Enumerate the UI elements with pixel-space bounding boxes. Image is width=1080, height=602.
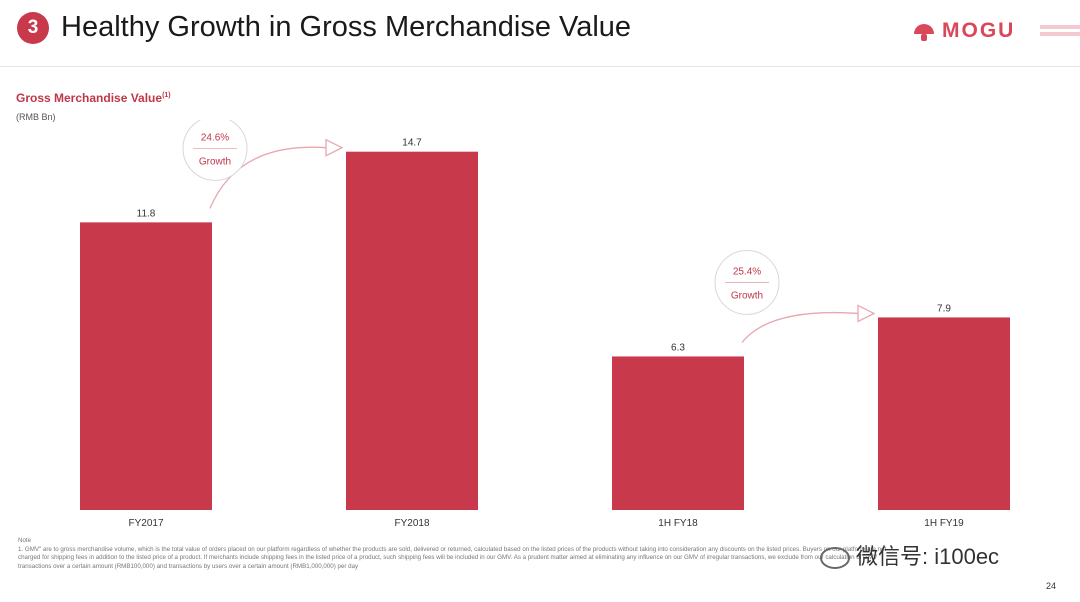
data-label: 7.9 xyxy=(937,303,951,314)
growth-label: Growth xyxy=(731,290,763,301)
footnotes-text: 1. GMV" are to gross merchandise volume,… xyxy=(18,545,887,570)
bar-fy2017 xyxy=(80,222,212,510)
wechat-icon xyxy=(820,547,850,570)
growth-circle xyxy=(182,120,248,181)
slide-header: 3 Healthy Growth in Gross Merchandise Va… xyxy=(0,0,1080,67)
section-number-badge: 3 xyxy=(17,12,49,44)
growth-arrow xyxy=(209,146,327,209)
growth-label: Growth xyxy=(199,156,231,167)
footnotes-heading: Note xyxy=(18,537,32,544)
page-number: 24 xyxy=(1046,581,1057,591)
growth-value: 24.6% xyxy=(201,132,229,143)
data-label: 14.7 xyxy=(402,138,422,149)
gmv-bar-chart: 11.8 FY2017 14.7 FY2018 6.3 1H FY18 7.9 1H FY19… xyxy=(80,120,1010,529)
logo-text: MOGU xyxy=(942,19,1016,42)
category-label: FY2018 xyxy=(394,518,429,529)
growth-value: 25.4% xyxy=(733,266,761,277)
wechat-watermark: 微信号: i100ec xyxy=(820,539,999,571)
data-label: 11.8 xyxy=(137,208,156,219)
category-label: 1H FY18 xyxy=(658,518,698,529)
bar-1h-fy19 xyxy=(878,317,1010,510)
data-label: 6.3 xyxy=(671,342,685,353)
chart-subtitle: Gross Merchandise Value(1) xyxy=(16,91,171,105)
mushroom-logo-icon xyxy=(914,24,934,41)
category-label: 1H FY19 xyxy=(924,518,964,529)
slide-title: Healthy Growth in Gross Merchandise Valu… xyxy=(61,11,632,43)
footnotes: Note 1. GMV" are to gross merchandise vo… xyxy=(18,537,898,571)
logo-subtext-graphic xyxy=(1040,22,1080,42)
bar-1h-fy18 xyxy=(612,356,744,510)
footnote-mark: (1) xyxy=(162,92,171,99)
growth-arrow xyxy=(741,311,859,343)
category-label: FY2017 xyxy=(128,518,163,529)
bar-fy2018 xyxy=(346,151,478,510)
arrow-head-icon xyxy=(857,304,876,323)
arrow-head-icon xyxy=(325,138,344,157)
chart-unit-label: (RMB Bn) xyxy=(16,112,56,122)
